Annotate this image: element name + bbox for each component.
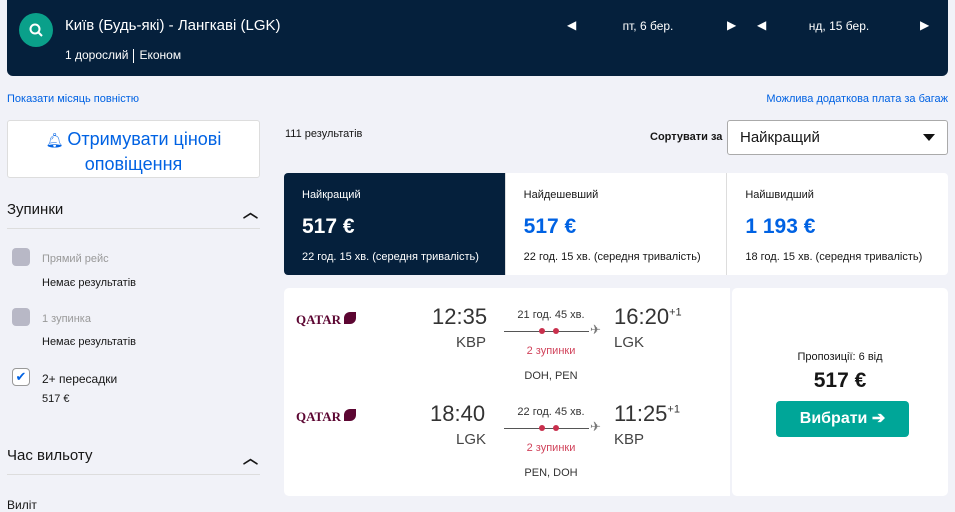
direct-checkbox[interactable] — [12, 248, 30, 266]
stops-filter-header[interactable]: Зупинки ︿ — [7, 201, 260, 229]
results-count: 111 результатів — [285, 128, 363, 140]
depart-next-icon[interactable]: ▶ — [727, 18, 737, 32]
plane-icon: ✈ — [590, 322, 601, 337]
chevron-up-icon[interactable]: ︿ — [242, 450, 258, 467]
price: 517 € — [813, 369, 867, 392]
sort-tabs: Найкращий 517 €22 год. 15 хв. (середня тр… — [284, 173, 948, 275]
cabin-class: Економ — [139, 48, 182, 62]
arr-time: 16:20+1 — [614, 304, 682, 329]
direct-label: Прямий рейс — [42, 253, 109, 265]
depart-date[interactable]: пт, 6 бер. — [622, 19, 674, 33]
baggage-link[interactable]: Можлива додаткова плата за багаж — [766, 93, 948, 105]
dep-airport: KBP — [456, 334, 487, 351]
select-button[interactable]: Вибрати ➔ — [776, 401, 909, 437]
passengers: 1 дорослий — [65, 48, 129, 62]
chevron-up-icon[interactable]: ︿ — [242, 204, 258, 221]
return-prev-icon[interactable]: ◀ — [757, 18, 767, 32]
arr-airport: KBP — [614, 431, 645, 448]
arr-airport: LGK — [614, 334, 645, 351]
bell-icon: 🔔︎ — [45, 132, 68, 148]
duration: 22 год. 45 хв. — [517, 406, 585, 418]
via: DOH, PEN — [524, 370, 578, 382]
offers-count: Пропозиції: 6 від — [797, 351, 883, 363]
tab-fastest[interactable]: Найшвидший 1 193 €18 год. 15 хв. (середня… — [745, 189, 923, 263]
outbound-leg: QATAR 12:35 KBP 21 год. 45 хв. ✈ 2 зупин… — [284, 288, 730, 388]
dep-airport: LGK — [456, 431, 487, 448]
via: PEN, DOH — [524, 467, 578, 479]
return-next-icon[interactable]: ▶ — [920, 18, 930, 32]
plane-icon: ✈ — [590, 419, 601, 434]
dep-time: 12:35 — [432, 304, 488, 329]
one-stop-label: 1 зупинка — [42, 313, 91, 325]
chevron-down-icon — [923, 134, 935, 141]
dep-time: 18:40 — [430, 401, 486, 426]
qatar-logo: QATAR — [296, 312, 357, 328]
sort-select[interactable]: Найкращий — [727, 120, 948, 155]
search-icon[interactable] — [19, 13, 53, 47]
direct-sub: Немає результатів — [42, 277, 136, 289]
departure-time-header[interactable]: Час вильоту ︿ — [7, 447, 260, 475]
duration: 21 год. 45 хв. — [517, 309, 585, 321]
departure-sub: Виліт — [7, 498, 37, 512]
passenger-cabin[interactable]: 1 дорослий Економ — [65, 48, 181, 63]
return-date[interactable]: нд, 15 бер. — [808, 19, 870, 33]
one-stop-checkbox[interactable] — [12, 308, 30, 326]
route-title[interactable]: Київ (Будь-які) - Лангкаві (LGK) — [65, 17, 281, 34]
two-plus-label: 2+ пересадки — [42, 372, 118, 386]
qatar-logo: QATAR — [296, 409, 357, 425]
search-header: Київ (Будь-які) - Лангкаві (LGK) 1 дорос… — [7, 0, 948, 76]
tab-cheapest[interactable]: Найдешевший 517 €22 год. 15 хв. (середня … — [506, 173, 728, 275]
one-stop-sub: Немає результатів — [42, 336, 136, 348]
show-month-link[interactable]: Показати місяць повністю — [7, 93, 140, 105]
depart-prev-icon[interactable]: ◀ — [567, 18, 577, 32]
two-plus-sub: 517 € — [42, 393, 70, 405]
return-leg: QATAR 18:40 LGK 22 год. 45 хв. ✈ 2 зупин… — [284, 385, 730, 485]
itinerary-card[interactable]: QATAR 12:35 KBP 21 год. 45 хв. ✈ 2 зупин… — [284, 288, 730, 496]
price-alert-button[interactable]: 🔔︎ Отримувати цінові оповіщення — [7, 120, 260, 178]
stops: 2 зупинки — [526, 442, 576, 454]
tab-best[interactable]: Найкращий 517 €22 год. 15 хв. (середня тр… — [284, 173, 506, 275]
sort-label: Сортувати за — [650, 131, 723, 143]
two-plus-checkbox[interactable]: ✔ — [12, 368, 30, 386]
price-card: Пропозиції: 6 від 517 € Вибрати ➔ — [732, 288, 948, 496]
arr-time: 11:25+1 — [614, 401, 680, 426]
stops: 2 зупинки — [526, 345, 576, 357]
